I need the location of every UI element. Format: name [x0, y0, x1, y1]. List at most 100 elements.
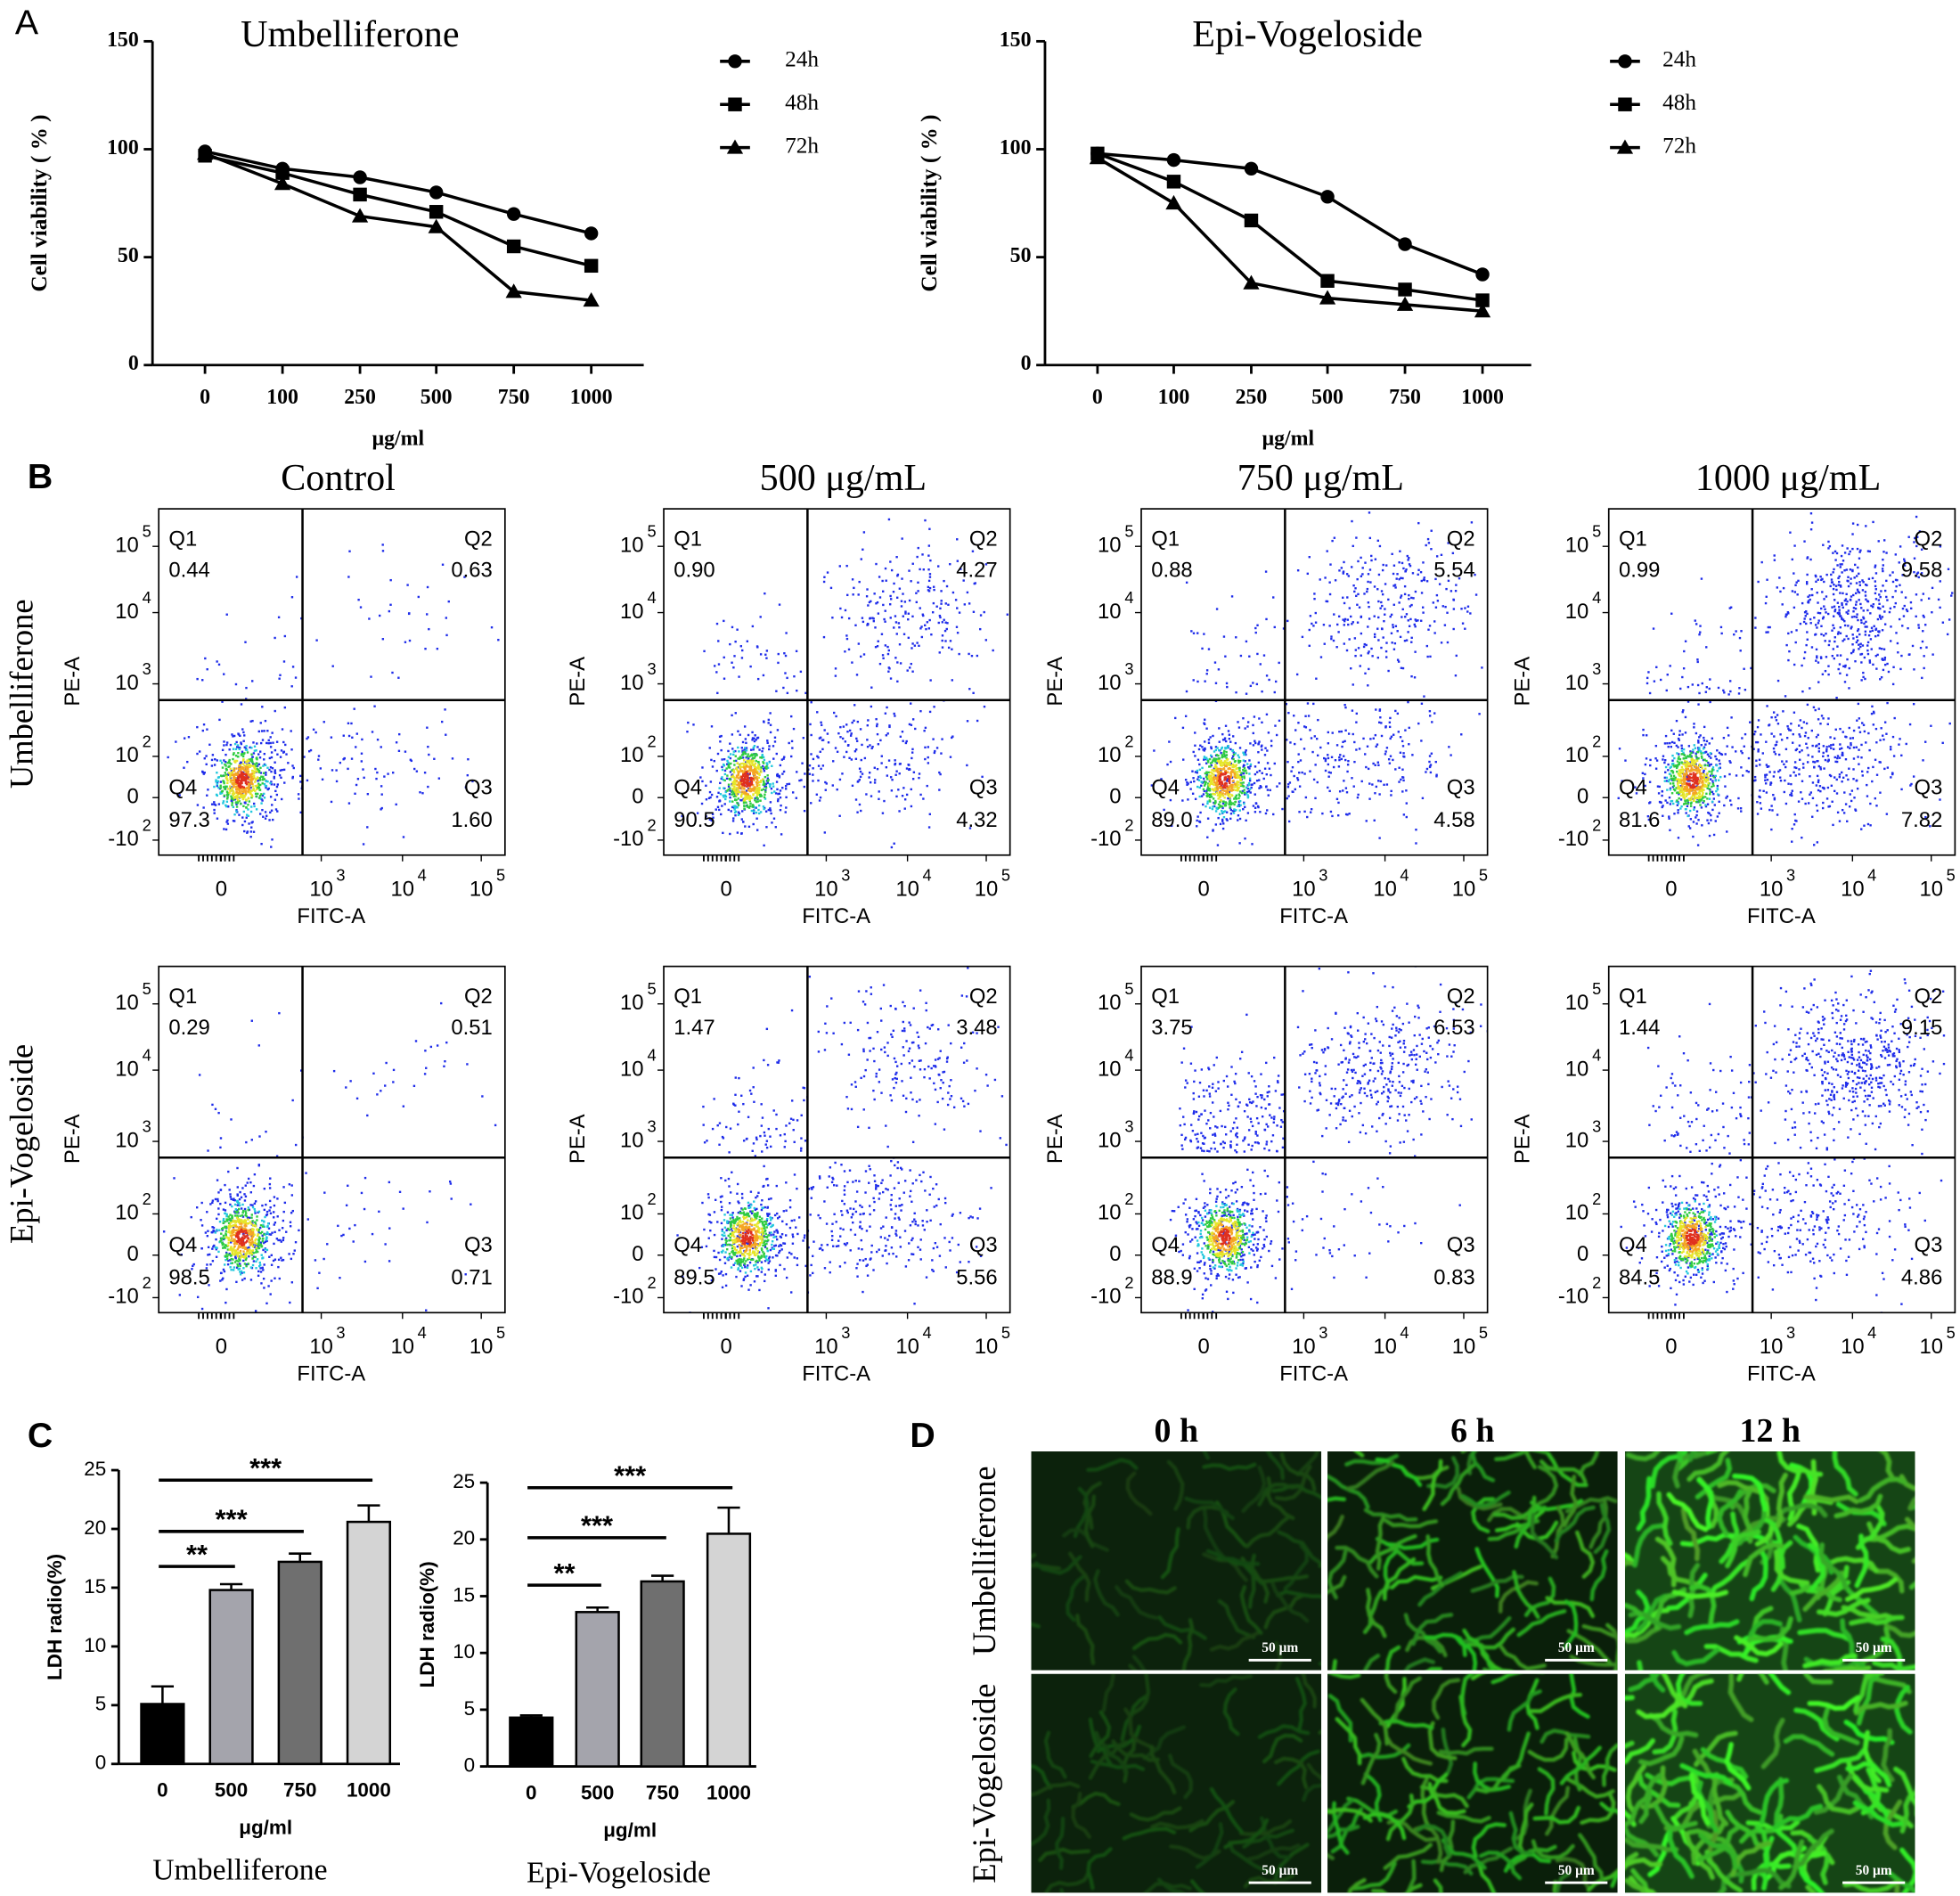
event-dot — [225, 743, 228, 747]
event-dot — [752, 772, 755, 776]
event-dot — [1852, 768, 1855, 771]
event-dot — [1220, 784, 1222, 787]
event-dot — [223, 794, 225, 797]
event-dot — [1912, 775, 1915, 778]
event-dot — [1887, 670, 1891, 674]
event-dot — [929, 679, 932, 682]
event-dot — [1896, 642, 1899, 645]
x-axis-label: μg/ml — [1262, 427, 1315, 450]
event-dot — [1225, 776, 1228, 779]
y-tick-exponent: 2 — [143, 731, 151, 750]
event-dot — [765, 767, 768, 770]
event-dot — [1380, 601, 1383, 604]
event-dot — [247, 797, 250, 799]
event-dot — [1787, 658, 1790, 662]
event-dot — [1838, 663, 1842, 666]
event-dot — [1194, 755, 1196, 757]
event-dot — [740, 788, 743, 790]
event-dot — [225, 778, 229, 780]
event-dot — [1182, 758, 1185, 761]
event-dot — [1228, 780, 1230, 782]
event-dot — [1851, 633, 1854, 636]
event-dot — [903, 601, 907, 603]
event-dot — [755, 779, 759, 781]
event-dot — [1644, 772, 1646, 776]
event-dot — [1702, 801, 1704, 804]
event-dot — [762, 674, 765, 677]
event-dot — [1764, 773, 1767, 777]
event-dot — [1811, 797, 1815, 800]
event-dot — [1245, 819, 1247, 822]
event-dot — [1202, 748, 1205, 751]
event-dot — [330, 800, 333, 804]
y-tick-label: 10 — [620, 533, 644, 557]
event-dot — [1218, 780, 1221, 783]
event-dot — [1273, 762, 1276, 765]
event-dot — [777, 797, 780, 801]
event-dot — [1218, 757, 1221, 760]
event-dot — [1374, 558, 1377, 560]
event-dot — [790, 715, 793, 718]
event-dot — [753, 753, 755, 756]
event-dot — [766, 777, 770, 780]
event-dot — [1830, 784, 1833, 788]
event-dot — [945, 584, 949, 588]
event-dot — [1216, 783, 1219, 787]
event-dot — [1229, 785, 1231, 788]
event-dot — [764, 789, 767, 792]
event-dot — [1392, 624, 1394, 626]
event-dot — [1802, 657, 1806, 660]
event-dot — [1900, 591, 1903, 593]
event-dot — [263, 782, 266, 786]
event-dot — [1286, 760, 1289, 764]
event-dot — [1891, 595, 1894, 599]
event-dot — [1368, 511, 1371, 514]
event-dot — [1375, 745, 1377, 748]
event-dot — [1417, 722, 1420, 725]
event-dot — [1401, 745, 1405, 748]
event-dot — [1198, 786, 1201, 789]
event-dot — [1206, 759, 1210, 763]
event-dot — [984, 563, 988, 566]
event-dot — [742, 764, 746, 767]
event-dot — [755, 782, 758, 786]
event-dot — [1825, 797, 1829, 800]
event-dot — [1406, 554, 1409, 558]
event-dot — [773, 736, 777, 739]
event-dot — [1836, 633, 1840, 635]
event-dot — [1799, 758, 1801, 761]
event-dot — [1853, 615, 1856, 618]
bar — [277, 1560, 323, 1766]
event-dot — [1210, 774, 1213, 777]
event-dot — [1870, 604, 1873, 608]
event-dot — [1312, 778, 1316, 781]
event-dot — [778, 776, 781, 779]
event-dot — [1327, 731, 1330, 734]
event-dot — [1368, 536, 1372, 540]
event-dot — [1850, 742, 1852, 745]
event-dot — [1352, 584, 1355, 587]
event-dot — [1225, 791, 1228, 794]
event-dot — [745, 789, 748, 792]
event-dot — [1248, 788, 1252, 790]
event-dot — [718, 735, 722, 739]
event-dot — [1376, 761, 1379, 764]
event-dot — [780, 804, 782, 807]
event-dot — [1368, 797, 1371, 800]
event-dot — [1800, 791, 1802, 794]
event-dot — [235, 803, 238, 805]
event-dot — [1901, 574, 1904, 576]
y-tick-label: -10 — [613, 827, 643, 851]
event-dot — [719, 781, 722, 785]
event-dot — [1723, 775, 1727, 778]
event-dot — [1353, 637, 1357, 640]
event-dot — [1890, 746, 1892, 748]
event-dot — [1266, 809, 1269, 812]
event-dot — [225, 753, 227, 756]
event-dot — [1791, 558, 1793, 561]
event-dot — [1248, 767, 1251, 770]
event-dot — [1229, 801, 1232, 804]
event-dot — [1363, 642, 1366, 646]
event-dot — [740, 754, 744, 756]
event-dot — [1214, 799, 1217, 803]
